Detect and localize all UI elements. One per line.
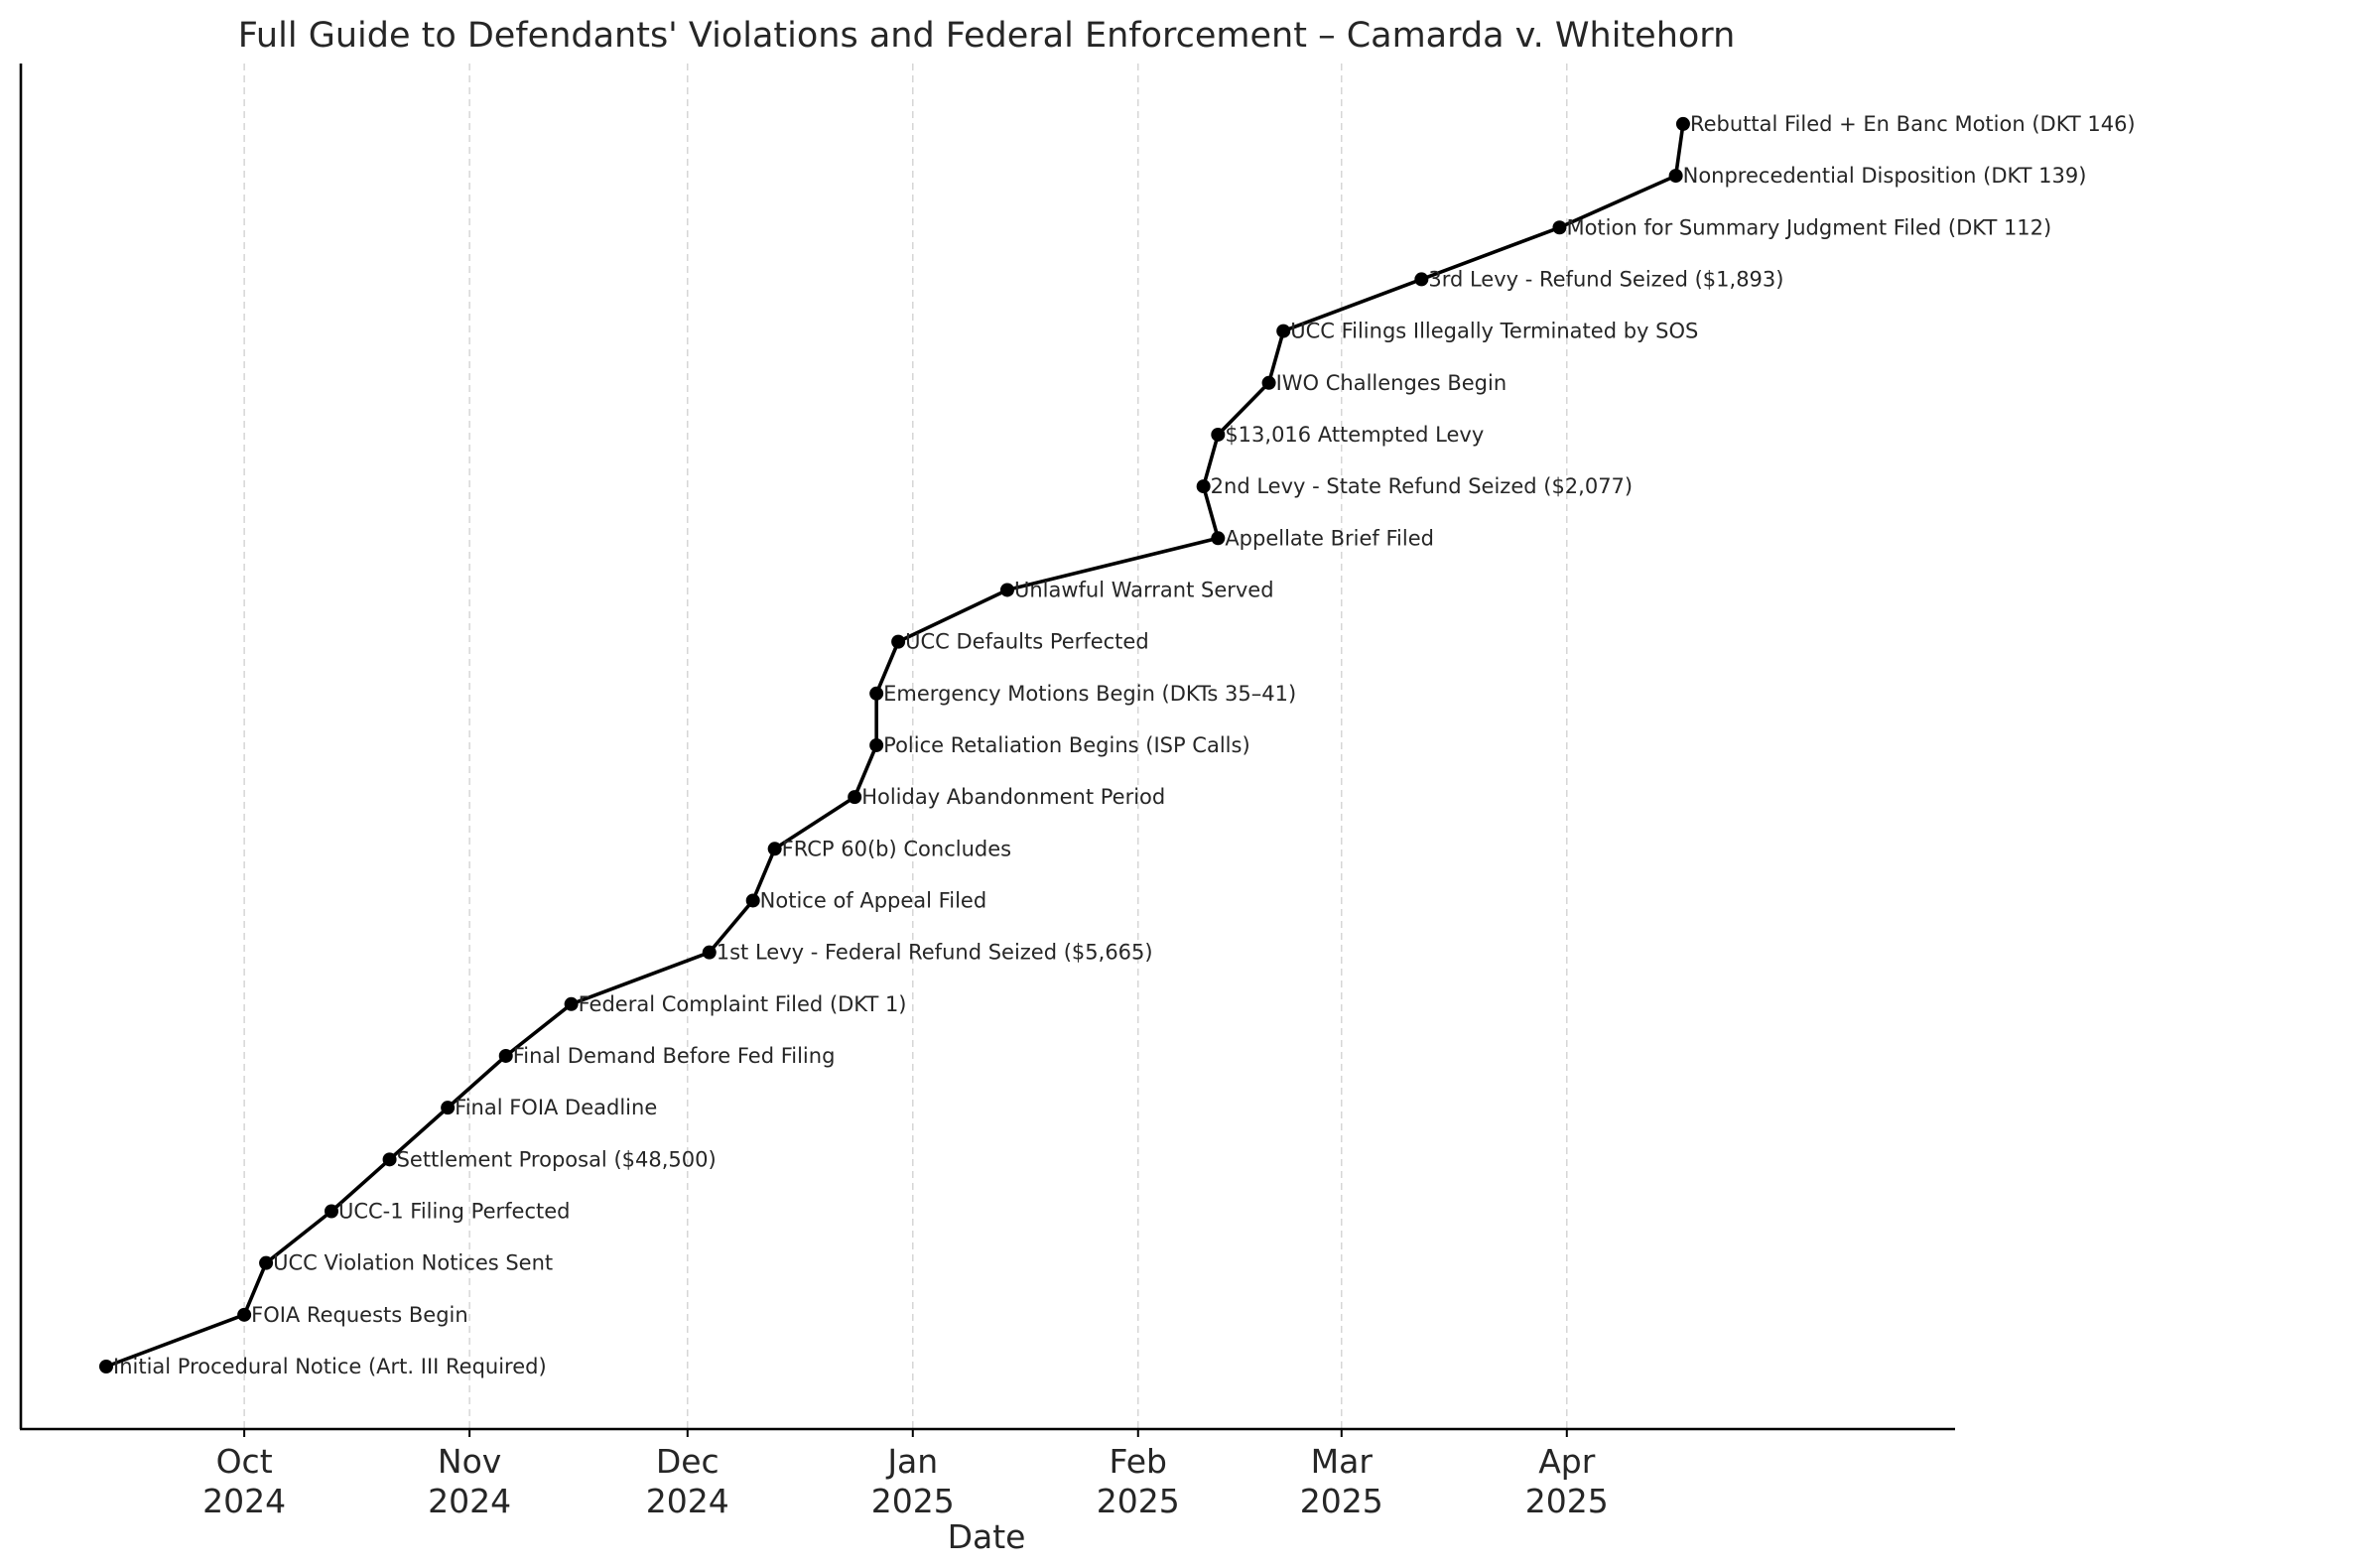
event-point xyxy=(1276,324,1291,338)
x-tick-label-month: Dec xyxy=(656,1442,720,1481)
event-label: Police Retaliation Begins (ISP Calls) xyxy=(883,733,1250,757)
event-label: Nonprecedential Disposition (DKT 139) xyxy=(1683,164,2087,188)
event-label: Initial Procedural Notice (Art. III Requ… xyxy=(113,1355,547,1378)
event-point xyxy=(745,893,760,908)
event-label: Unlawful Warrant Served xyxy=(1014,578,1274,601)
event-label: 1st Levy - Federal Refund Seized ($5,665… xyxy=(717,941,1153,965)
event-label: FRCP 60(b) Concludes xyxy=(782,837,1011,860)
x-tick-label-month: Mar xyxy=(1311,1442,1374,1481)
x-tick-label-year: 2024 xyxy=(646,1482,729,1520)
event-point xyxy=(1196,479,1211,494)
event-label: 2nd Levy - State Refund Seized ($2,077) xyxy=(1211,474,1633,498)
event-label: 3rd Levy - Refund Seized ($1,893) xyxy=(1428,267,1783,291)
x-tick-label-year: 2025 xyxy=(871,1482,955,1520)
event-labels: Initial Procedural Notice (Art. III Requ… xyxy=(113,112,2136,1378)
event-label: Emergency Motions Begin (DKTs 35–41) xyxy=(883,682,1296,706)
event-label: Final FOIA Deadline xyxy=(455,1096,657,1119)
event-label: IWO Challenges Begin xyxy=(1276,371,1507,395)
event-point xyxy=(99,1360,113,1373)
event-point xyxy=(441,1101,456,1115)
event-point xyxy=(1261,375,1276,390)
x-tick-label-month: Oct xyxy=(216,1442,273,1481)
event-label: UCC Filings Illegally Terminated by SOS xyxy=(1290,320,1698,343)
x-tick-labels: Oct2024Nov2024Dec2024Jan2025Feb2025Mar20… xyxy=(202,1429,1609,1520)
event-label: Holiday Abandonment Period xyxy=(861,785,1165,809)
x-tick-label-month: Jan xyxy=(885,1442,938,1481)
x-axis-label: Date xyxy=(948,1517,1026,1556)
event-label: UCC Violation Notices Sent xyxy=(273,1251,553,1275)
event-label: Settlement Proposal ($48,500) xyxy=(397,1147,717,1171)
event-point xyxy=(869,737,884,752)
x-tick-label-year: 2024 xyxy=(202,1482,286,1520)
event-point xyxy=(1414,272,1429,287)
event-point xyxy=(999,583,1014,597)
event-point xyxy=(891,634,906,649)
x-gridlines xyxy=(243,64,1568,1429)
event-point xyxy=(1211,427,1226,442)
event-label: FOIA Requests Begin xyxy=(251,1303,468,1327)
event-label: UCC Defaults Perfected xyxy=(905,630,1149,654)
x-tick-label-month: Nov xyxy=(438,1442,501,1481)
event-point xyxy=(869,686,884,701)
event-point xyxy=(382,1152,397,1167)
event-point xyxy=(498,1048,513,1063)
event-point xyxy=(848,790,862,805)
event-series xyxy=(99,116,1690,1373)
event-label: Final Demand Before Fed Filing xyxy=(513,1044,836,1068)
event-point xyxy=(1552,220,1567,235)
x-tick-label-month: Feb xyxy=(1110,1442,1167,1481)
x-tick-label-year: 2025 xyxy=(1300,1482,1383,1520)
event-point xyxy=(767,842,782,856)
event-label: Notice of Appeal Filed xyxy=(760,888,986,912)
event-point xyxy=(564,996,579,1011)
event-label: UCC-1 Filing Perfected xyxy=(338,1199,570,1223)
event-point xyxy=(237,1307,252,1322)
event-point xyxy=(1675,116,1690,131)
x-tick-label-month: Apr xyxy=(1538,1442,1596,1481)
event-point xyxy=(324,1204,338,1219)
event-point xyxy=(1668,169,1683,184)
event-label: Federal Complaint Filed (DKT 1) xyxy=(579,992,907,1016)
x-tick-label-year: 2025 xyxy=(1097,1482,1180,1520)
event-point xyxy=(702,945,717,960)
event-label: $13,016 Attempted Levy xyxy=(1225,423,1484,447)
event-label: Appellate Brief Filed xyxy=(1225,526,1434,550)
chart-title: Full Guide to Defendants' Violations and… xyxy=(238,16,1736,56)
event-label: Motion for Summary Judgment Filed (DKT 1… xyxy=(1566,215,2051,239)
event-label: Rebuttal Filed + En Banc Motion (DKT 146… xyxy=(1690,112,2136,136)
event-point xyxy=(1211,531,1226,546)
x-tick-label-year: 2024 xyxy=(428,1482,511,1520)
x-tick-label-year: 2025 xyxy=(1525,1482,1609,1520)
event-point xyxy=(259,1255,274,1270)
